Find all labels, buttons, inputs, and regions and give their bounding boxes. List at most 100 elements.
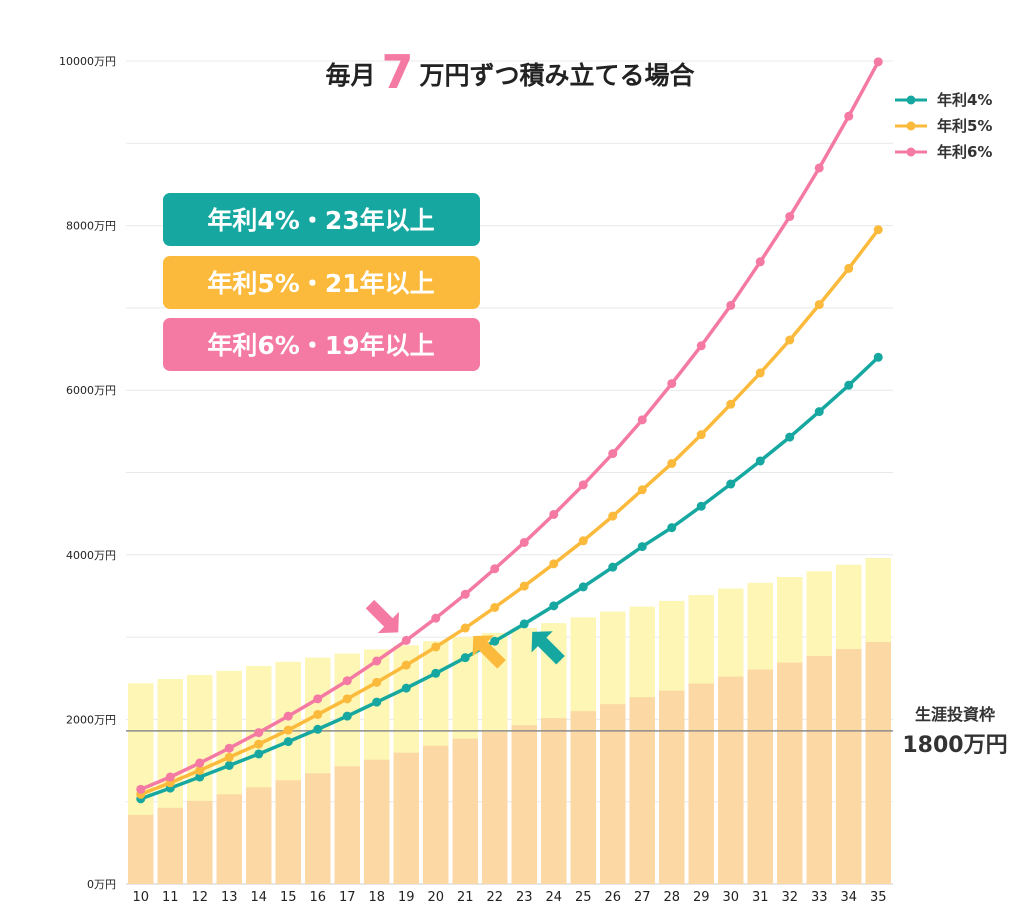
pointer-arrow: [472, 635, 506, 669]
series-line: [140, 228, 880, 796]
x-tick-label: 10: [132, 890, 149, 905]
series-point: [696, 430, 706, 440]
series-point: [401, 683, 411, 693]
series-point: [372, 656, 382, 666]
x-tick-label: 20: [427, 890, 444, 905]
badge-6-text: 年利6%・19年以上: [207, 331, 434, 360]
series-point: [342, 694, 352, 704]
series-point: [342, 676, 352, 686]
x-tick-label: 22: [486, 890, 503, 905]
series-point: [608, 562, 618, 572]
series-point: [283, 725, 293, 735]
series-point: [254, 728, 264, 738]
series-point: [785, 432, 795, 442]
x-tick-label: 13: [221, 890, 238, 905]
series-point: [372, 697, 382, 707]
series-point: [431, 668, 441, 678]
series-point: [726, 399, 736, 409]
bar-principal: [187, 800, 213, 884]
series-point: [578, 480, 588, 490]
series-point: [195, 758, 205, 768]
series-point: [785, 335, 795, 345]
series-point: [549, 601, 559, 611]
bar-principal: [688, 683, 714, 884]
x-tick-label: 17: [339, 890, 356, 905]
x-tick-label: 18: [368, 890, 385, 905]
series-point: [726, 300, 736, 310]
series-point: [726, 479, 736, 489]
series-point: [814, 163, 824, 173]
series-point: [608, 511, 618, 521]
bar-principal: [865, 642, 891, 884]
x-tick-label: 29: [693, 890, 710, 905]
series-point: [637, 542, 647, 552]
bar-principal: [157, 807, 183, 884]
series-point: [519, 581, 529, 591]
series-point: [667, 458, 677, 468]
legend-label-6: 年利6%: [937, 143, 992, 161]
chart-title: 毎月 7 万円ずつ積み立てる場合: [325, 45, 695, 99]
reference-label: 生涯投資枠: [915, 705, 995, 724]
series-point: [490, 602, 500, 612]
legend-marker-5: [906, 121, 916, 131]
bar-principal: [570, 711, 596, 884]
line-series: [136, 57, 883, 804]
series-point: [460, 589, 470, 599]
bar-principal: [128, 814, 154, 884]
bar-principal: [482, 731, 508, 884]
x-tick-label: 32: [781, 890, 798, 905]
series-point: [578, 582, 588, 592]
y-tick-label: 8000万円: [66, 220, 116, 233]
x-tick-label: 33: [811, 890, 828, 905]
legend-item-5: 年利5%: [895, 117, 992, 135]
bar-principal: [216, 794, 242, 884]
x-axis-ticks: 10 11 12 13 14 15 16 17 18 19 20 21 22 23 24 25 26 27 28 29…: [132, 890, 886, 905]
x-tick-label: 25: [575, 890, 592, 905]
legend-marker-6: [906, 147, 916, 157]
series-point: [313, 724, 323, 734]
series-point: [401, 660, 411, 670]
bar-principal: [246, 787, 272, 884]
x-tick-label: 30: [722, 890, 739, 905]
x-tick-label: 12: [191, 890, 208, 905]
reference-line-group: 生涯投資枠 1800万円: [126, 705, 1008, 758]
series-point: [224, 752, 234, 762]
x-tick-label: 15: [280, 890, 297, 905]
y-tick-label: 10000万円: [59, 55, 116, 68]
series-point: [873, 352, 883, 362]
bar-principal: [806, 656, 832, 884]
badge-6-background: [163, 318, 480, 371]
arrows: [365, 599, 565, 669]
series-point: [431, 642, 441, 652]
series-point: [195, 765, 205, 775]
series-point: [490, 564, 500, 574]
series-point: [844, 111, 854, 121]
legend-label-5: 年利5%: [937, 117, 992, 135]
bar-principal: [364, 759, 390, 884]
bar-principal: [393, 752, 419, 884]
y-tick-label: 0万円: [87, 878, 116, 891]
series-point: [313, 709, 323, 719]
y-tick-label: 2000万円: [66, 713, 116, 726]
series-line: [140, 60, 880, 791]
series-point: [578, 536, 588, 546]
x-tick-label: 35: [870, 890, 887, 905]
series-point: [667, 523, 677, 533]
legend-label-4: 年利4%: [937, 91, 992, 109]
series-point: [283, 737, 293, 747]
bar-principal: [659, 690, 685, 884]
badge-4-background: [163, 193, 480, 246]
bar-principal: [777, 662, 803, 884]
series-point: [136, 784, 146, 794]
series-point: [460, 623, 470, 633]
x-tick-label: 24: [545, 890, 562, 905]
series-point: [755, 257, 765, 267]
pointer-arrow: [365, 599, 399, 634]
bar-principal: [305, 773, 331, 884]
series-point: [844, 263, 854, 273]
x-tick-label: 19: [398, 890, 415, 905]
series-point: [696, 341, 706, 351]
series-point: [814, 407, 824, 417]
series-point: [844, 380, 854, 390]
